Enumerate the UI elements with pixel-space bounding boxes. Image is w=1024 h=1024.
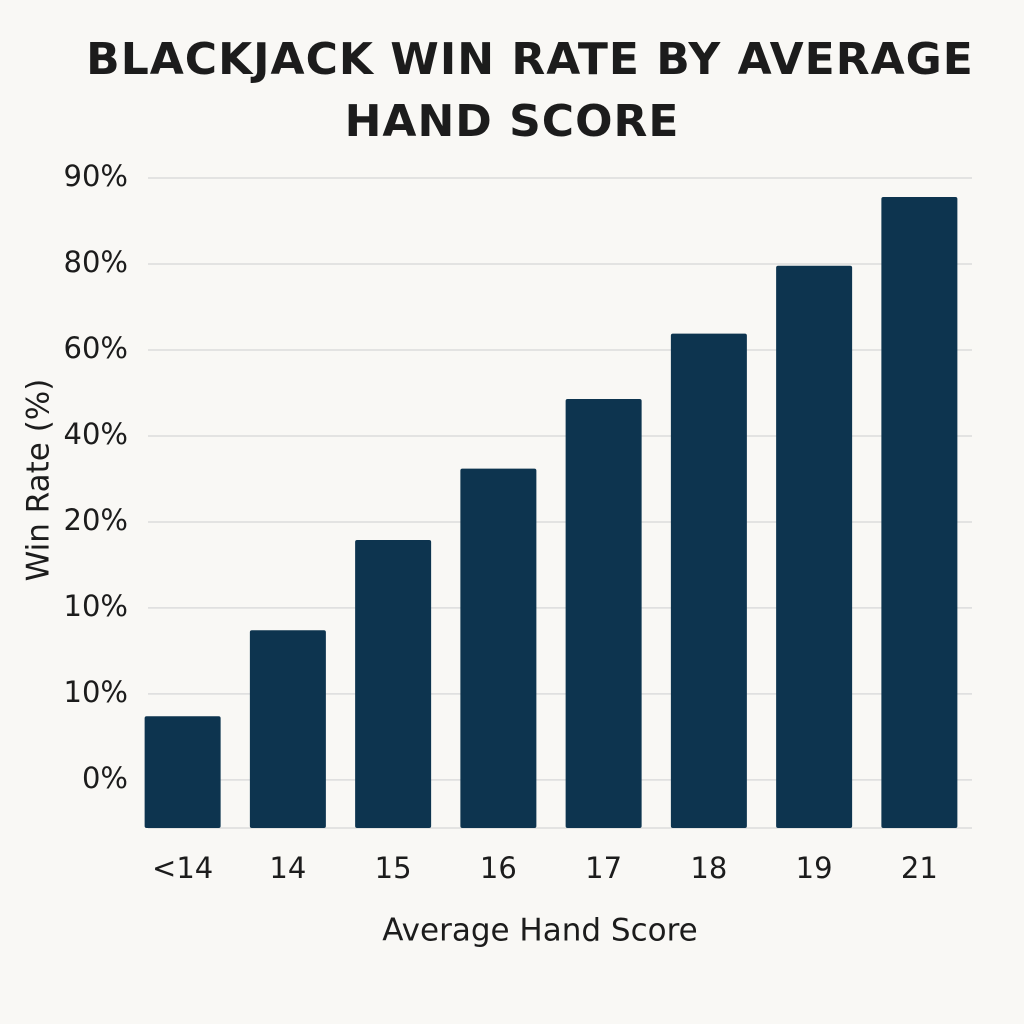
y-tick-label: 20% [64, 503, 128, 537]
x-tick-label: 18 [690, 851, 727, 885]
bar [776, 265, 853, 828]
y-tick-label: 80% [64, 245, 128, 279]
bar [565, 399, 642, 828]
bar [460, 468, 537, 828]
x-axis-label: Average Hand Score [382, 913, 697, 949]
bar [881, 196, 958, 828]
y-tick-label: 0% [82, 761, 128, 795]
x-tick-label: <14 [152, 851, 213, 885]
y-tick-label: 10% [64, 675, 128, 709]
y-tick-label: 90% [64, 159, 128, 193]
x-tick-label: 16 [480, 851, 517, 885]
chart-title: HAND SCORE [345, 96, 680, 147]
bar [670, 333, 747, 828]
bar [144, 716, 221, 828]
x-tick-label: 14 [269, 851, 306, 885]
x-tick-label: 17 [585, 851, 622, 885]
y-tick-label: 40% [64, 417, 128, 451]
bar [249, 630, 326, 828]
x-tick-label: 15 [375, 851, 412, 885]
y-axis-label: Win Rate (%) [21, 379, 57, 582]
y-tick-label: 10% [64, 589, 128, 623]
chart-title: BLACKJACK WIN RATE BY AVERAGE [86, 34, 974, 85]
x-tick-label: 21 [901, 851, 938, 885]
y-tick-label: 60% [64, 331, 128, 365]
x-tick-label: 19 [796, 851, 833, 885]
bar [355, 539, 432, 828]
